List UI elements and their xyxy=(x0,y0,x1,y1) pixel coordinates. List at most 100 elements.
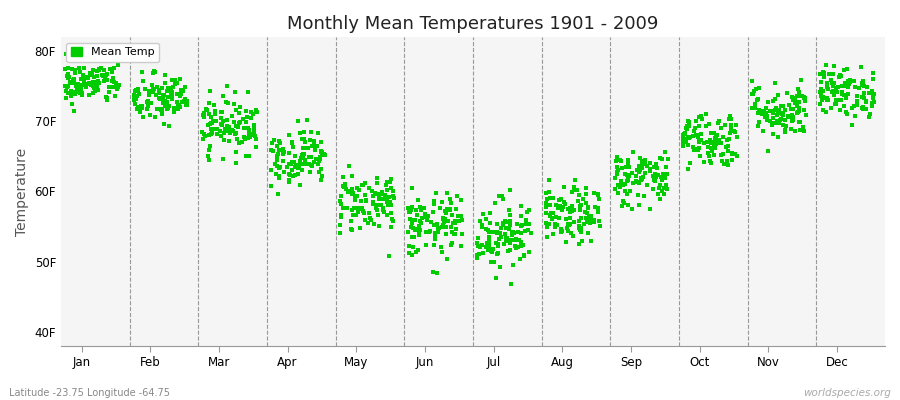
Point xyxy=(156,95,170,101)
Point xyxy=(499,234,513,241)
Point xyxy=(450,192,464,199)
Point xyxy=(439,256,454,262)
Point xyxy=(351,205,365,211)
Point xyxy=(474,242,489,248)
Point xyxy=(796,94,811,101)
Point xyxy=(86,70,100,76)
Point xyxy=(214,108,229,115)
Point xyxy=(484,248,499,254)
Point xyxy=(831,84,845,90)
Point xyxy=(159,100,174,106)
Point xyxy=(514,239,528,246)
Point xyxy=(542,188,556,195)
Point xyxy=(244,109,258,115)
Point xyxy=(544,210,558,216)
Point xyxy=(632,201,646,208)
Point xyxy=(62,80,77,86)
Point xyxy=(356,208,370,214)
Point xyxy=(86,83,101,89)
Point xyxy=(68,67,83,74)
Point xyxy=(834,88,849,95)
Point xyxy=(71,81,86,88)
Point xyxy=(631,167,645,173)
Point xyxy=(776,110,790,116)
Point xyxy=(772,107,787,113)
Point xyxy=(558,201,572,207)
Point xyxy=(356,182,370,188)
Point xyxy=(763,118,778,124)
Point xyxy=(131,104,146,110)
Point xyxy=(197,114,211,120)
Point xyxy=(239,114,254,120)
Point xyxy=(206,126,220,132)
Point xyxy=(386,218,400,224)
Point xyxy=(562,228,576,235)
Point xyxy=(111,62,125,68)
Point xyxy=(644,160,658,166)
Point xyxy=(169,98,184,105)
Point xyxy=(760,147,775,154)
Point xyxy=(652,182,667,189)
Point xyxy=(704,160,718,167)
Point xyxy=(719,144,733,151)
Point xyxy=(66,77,80,83)
Point xyxy=(815,68,830,75)
Point xyxy=(850,97,864,104)
Point xyxy=(271,151,285,157)
Point xyxy=(650,165,664,172)
Point xyxy=(829,96,843,103)
Point xyxy=(298,161,312,167)
Point xyxy=(162,122,176,129)
Point xyxy=(377,192,392,199)
Point xyxy=(616,181,630,188)
Point xyxy=(832,107,847,114)
Point xyxy=(445,240,459,246)
Point xyxy=(405,233,419,240)
Point xyxy=(574,228,589,235)
Point xyxy=(708,142,723,148)
Point xyxy=(444,242,458,248)
Point xyxy=(230,130,244,136)
Point xyxy=(716,133,731,140)
Point xyxy=(71,65,86,71)
Point xyxy=(100,97,114,104)
Point xyxy=(362,184,376,191)
Point xyxy=(853,64,868,70)
Point xyxy=(76,74,91,80)
Point xyxy=(197,110,211,116)
Point xyxy=(866,70,880,76)
Point xyxy=(564,208,579,214)
Point xyxy=(285,138,300,145)
Point xyxy=(157,120,171,127)
Point xyxy=(781,113,796,120)
Point xyxy=(140,106,154,113)
Point xyxy=(575,238,590,244)
Point xyxy=(747,100,761,107)
Point xyxy=(370,201,384,208)
Point xyxy=(832,74,846,80)
Point xyxy=(758,114,772,120)
Point xyxy=(491,229,505,235)
Point xyxy=(678,130,692,136)
Point xyxy=(637,160,652,167)
Point xyxy=(690,134,705,140)
Point xyxy=(566,233,580,239)
Point xyxy=(578,209,592,215)
Point xyxy=(68,76,82,82)
Point xyxy=(431,224,446,231)
Point xyxy=(215,156,230,162)
Point xyxy=(229,88,243,95)
Point xyxy=(829,97,843,103)
Point xyxy=(225,127,239,134)
Point xyxy=(816,95,831,101)
Point xyxy=(561,206,575,212)
Point xyxy=(295,160,310,167)
Point xyxy=(175,98,189,105)
Point xyxy=(564,189,579,195)
Point xyxy=(198,132,212,139)
Point xyxy=(502,207,517,214)
Point xyxy=(401,229,416,235)
Point xyxy=(333,230,347,236)
Point xyxy=(759,104,773,111)
Point xyxy=(233,118,248,125)
